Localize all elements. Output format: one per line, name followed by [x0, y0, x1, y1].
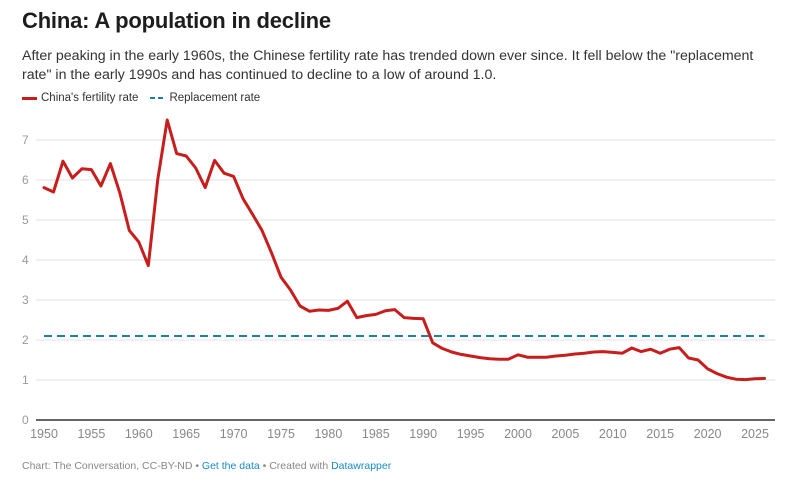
gridlines: [36, 139, 775, 421]
y-tick-label: 7: [22, 133, 29, 147]
footer-created-with: • Created with: [259, 460, 332, 472]
legend-item-fertility-rate: China's fertility rate: [22, 92, 138, 104]
legend-swatch-solid: [22, 96, 37, 100]
x-tick-label: 1950: [30, 427, 58, 441]
datawrapper-link[interactable]: Datawrapper: [331, 460, 392, 472]
fertility-rate-line: [42, 118, 766, 382]
get-the-data-link[interactable]: Get the data: [201, 460, 260, 472]
x-tick-label: 1980: [314, 427, 342, 441]
x-tick-label: 2010: [599, 427, 627, 441]
x-tick-label: 2005: [551, 427, 579, 441]
y-tick-label: 1: [22, 373, 29, 387]
x-tick-label: 1955: [77, 427, 105, 441]
legend-item-replacement-rate: Replacement rate: [150, 92, 260, 104]
chart-description: After peaking in the early 1960s, the Ch…: [22, 48, 754, 83]
footer: Chart: The Conversation, CC-BY-ND • Get …: [22, 460, 391, 472]
footer-source: Chart: The Conversation, CC-BY-ND: [22, 460, 193, 472]
footer-separator: •: [192, 460, 202, 472]
y-tick-label: 3: [22, 293, 29, 307]
y-axis-ticks: 0 1 2 3 4 5 6 7: [22, 133, 29, 427]
x-tick-label: 2015: [646, 427, 674, 441]
y-tick-label: 5: [22, 213, 29, 227]
x-tick-label: 1985: [362, 427, 390, 441]
y-tick-label: 0: [22, 413, 29, 427]
x-tick-label: 1960: [125, 427, 153, 441]
x-tick-label: 1995: [457, 427, 485, 441]
legend-label: Replacement rate: [169, 92, 261, 104]
y-tick-label: 2: [22, 333, 29, 347]
chart-title: China: A population in decline: [22, 8, 331, 33]
legend-swatch-dashed: [150, 97, 165, 99]
x-tick-label: 1975: [267, 427, 295, 441]
x-tick-label: 1970: [220, 427, 248, 441]
x-tick-label: 2020: [694, 427, 722, 441]
x-tick-label: 1990: [409, 427, 437, 441]
y-tick-label: 4: [22, 253, 29, 267]
legend-label: China's fertility rate: [41, 92, 139, 104]
x-tick-label: 2025: [741, 427, 769, 441]
x-tick-label: 2000: [504, 427, 532, 441]
x-tick-label: 1965: [172, 427, 200, 441]
y-tick-label: 6: [22, 173, 29, 187]
series-group: [42, 118, 766, 382]
x-axis-ticks: 1950 1955 1960 1965 1970 1975 1980 1985 1990 1995…: [30, 427, 769, 441]
legend: China's fertility rate Replacement rate: [22, 92, 272, 104]
